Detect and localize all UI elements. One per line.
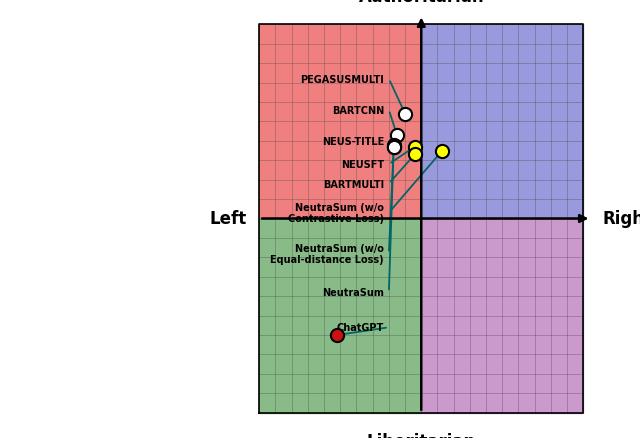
- Point: [388, 142, 399, 149]
- Text: Left: Left: [209, 210, 246, 228]
- Text: BARTMULTI: BARTMULTI: [323, 179, 384, 189]
- Point: [388, 144, 399, 151]
- Point: [400, 111, 410, 118]
- Text: Right: Right: [603, 210, 640, 228]
- Text: BARTCNN: BARTCNN: [332, 106, 384, 116]
- Bar: [259, 25, 421, 219]
- Text: Authoritarian: Authoritarian: [358, 0, 484, 6]
- Text: NeutraSum: NeutraSum: [322, 288, 384, 298]
- Bar: [421, 219, 583, 413]
- Point: [410, 144, 420, 151]
- Bar: [421, 25, 583, 219]
- Bar: [259, 219, 421, 413]
- Point: [392, 132, 402, 139]
- Text: NEUS-TITLE: NEUS-TITLE: [322, 137, 384, 146]
- Point: [410, 152, 420, 159]
- Text: ChatGPT: ChatGPT: [337, 322, 384, 332]
- Point: [332, 332, 342, 339]
- Text: PEGASUSMULTI: PEGASUSMULTI: [300, 74, 384, 85]
- Point: [388, 144, 399, 151]
- Point: [437, 148, 447, 155]
- Text: NeutraSum (w/o
Contrastive Loss): NeutraSum (w/o Contrastive Loss): [288, 202, 384, 224]
- Text: NEUSFT: NEUSFT: [341, 160, 384, 170]
- Text: Liberitarian: Liberitarian: [367, 432, 476, 438]
- Text: NeutraSum (w/o
Equal-distance Loss): NeutraSum (w/o Equal-distance Loss): [270, 243, 384, 265]
